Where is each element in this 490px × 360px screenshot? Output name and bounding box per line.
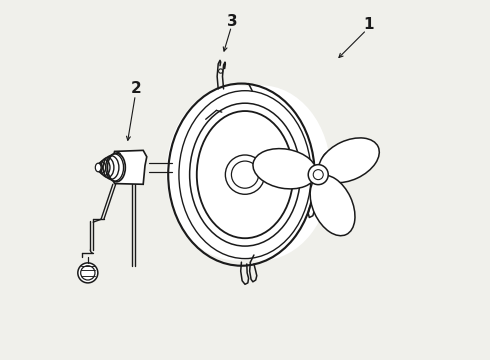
Ellipse shape — [107, 153, 125, 182]
Ellipse shape — [167, 85, 306, 260]
Text: 3: 3 — [227, 14, 238, 28]
Ellipse shape — [310, 175, 355, 236]
Ellipse shape — [321, 152, 337, 179]
Ellipse shape — [192, 85, 331, 260]
Ellipse shape — [253, 149, 317, 189]
Text: 1: 1 — [363, 17, 373, 32]
Circle shape — [308, 165, 328, 185]
Ellipse shape — [318, 138, 379, 183]
Circle shape — [78, 263, 98, 283]
Ellipse shape — [96, 163, 101, 172]
Polygon shape — [111, 150, 147, 184]
Ellipse shape — [179, 91, 311, 258]
Text: 2: 2 — [131, 81, 142, 96]
